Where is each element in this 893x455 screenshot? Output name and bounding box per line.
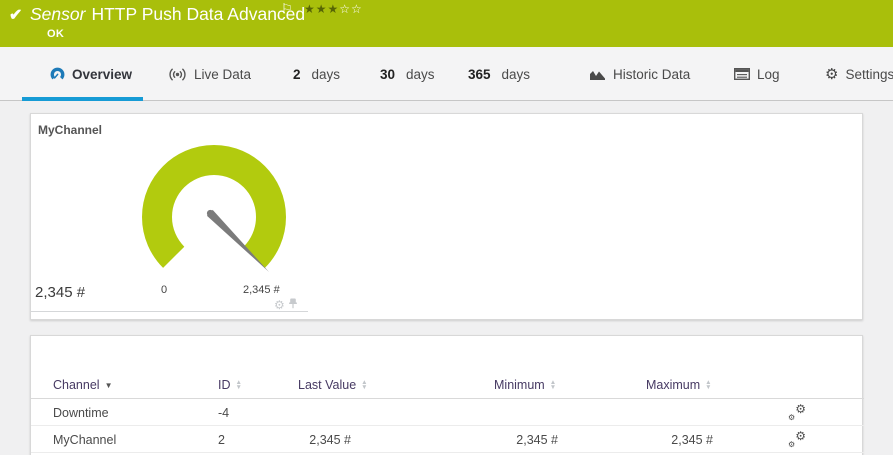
priority-stars-empty: ☆☆ bbox=[339, 2, 363, 16]
table-row: MyChannel 2 2,345 # 2,345 # 2,345 # ⚙ ⚙ bbox=[31, 426, 864, 453]
tab-settings[interactable]: ⚙ Settings bbox=[825, 47, 893, 101]
broadcast-icon bbox=[168, 67, 187, 82]
priority-stars[interactable]: ★★★☆☆ bbox=[304, 2, 363, 16]
active-tab-underline bbox=[22, 97, 143, 101]
tab-label: Live Data bbox=[194, 66, 252, 82]
gauge-icon bbox=[50, 67, 65, 82]
tab-label: Log bbox=[757, 66, 780, 82]
sort-icon: ▲ ▼ bbox=[549, 379, 557, 391]
gauge-chart bbox=[142, 145, 286, 272]
sort-icon: ▲ ▼ bbox=[705, 379, 712, 391]
channel-settings-gears-icon[interactable]: ⚙ ⚙ bbox=[788, 428, 806, 449]
gauge-channel-title: MyChannel bbox=[38, 123, 103, 137]
cell-maximum bbox=[613, 399, 713, 426]
page-title: Sensor HTTP Push Data Advanced bbox=[30, 4, 305, 25]
gauge-needle-hub bbox=[206, 209, 214, 217]
log-list-icon bbox=[734, 68, 750, 80]
status-badge: OK bbox=[47, 28, 65, 40]
gauge-settings-gear-icon[interactable]: ⚙ bbox=[274, 298, 285, 312]
gauge-scale-max: 2,345 # bbox=[243, 284, 280, 296]
channel-table-panel: Channel ▼ ID ▲ ▼ Last Value ▲ ▼ Minimum ▲ ▼… bbox=[30, 335, 864, 455]
cell-minimum: 2,345 # bbox=[516, 432, 558, 447]
flag-icon[interactable]: ⚐ bbox=[281, 1, 293, 16]
cell-minimum bbox=[458, 399, 558, 426]
gauge-scale-min: 0 bbox=[161, 284, 168, 296]
tab-label: days bbox=[406, 66, 435, 82]
table-row: Downtime -4 ⚙ ⚙ bbox=[31, 399, 864, 426]
gear-icon: ⚙ bbox=[825, 65, 839, 83]
gauge-arc bbox=[142, 145, 286, 268]
tab-30-days[interactable]: 30 days bbox=[380, 47, 435, 101]
sensor-header: ✔ Sensor HTTP Push Data Advanced ⚐ ★★★☆☆ … bbox=[0, 0, 893, 47]
gauge-pin-icon[interactable] bbox=[288, 296, 298, 314]
tab-live-data[interactable]: Live Data bbox=[168, 47, 251, 101]
cell-maximum: 2,345 # bbox=[671, 432, 713, 447]
cell-channel-name[interactable]: Downtime bbox=[53, 405, 109, 420]
status-ok-check-icon: ✔ bbox=[9, 7, 23, 24]
tab-overview[interactable]: Overview bbox=[50, 47, 132, 101]
column-header-maximum[interactable]: Maximum ▲ ▼ bbox=[646, 378, 712, 392]
tab-log[interactable]: Log bbox=[734, 47, 780, 101]
tab-bar: Overview Live Data 2 days 30 days bbox=[0, 47, 893, 101]
sort-icon: ▲ ▼ bbox=[361, 379, 368, 391]
gauge-toolbar: ⚙ bbox=[274, 296, 298, 314]
tab-historic-data[interactable]: Historic Data bbox=[589, 47, 690, 101]
area-chart-icon bbox=[589, 68, 606, 81]
cell-last-value: 2,345 # bbox=[309, 432, 351, 447]
tab-2-days[interactable]: 2 days bbox=[293, 47, 340, 101]
sort-desc-icon: ▼ bbox=[104, 380, 113, 390]
column-header-minimum[interactable]: Minimum ▲ ▼ bbox=[494, 378, 557, 392]
column-header-id[interactable]: ID ▲ ▼ bbox=[218, 378, 242, 392]
sort-icon: ▲ ▼ bbox=[235, 379, 242, 391]
sensor-type-label: Sensor bbox=[30, 4, 86, 24]
tab-number: 2 bbox=[293, 66, 301, 82]
tab-label: Historic Data bbox=[613, 66, 691, 82]
channel-settings-gears-icon[interactable]: ⚙ ⚙ bbox=[788, 401, 806, 422]
cell-channel-id: 2 bbox=[218, 432, 225, 447]
tab-label: days bbox=[311, 66, 341, 82]
overview-gauge-panel: MyChannel 2,345 # 0 2,345 # ⚙ bbox=[30, 113, 863, 320]
sensor-name: HTTP Push Data Advanced bbox=[91, 4, 306, 24]
tab-365-days[interactable]: 365 days bbox=[468, 47, 530, 101]
column-header-last-value[interactable]: Last Value ▲ ▼ bbox=[298, 378, 368, 392]
tab-number: 30 bbox=[380, 66, 396, 82]
cell-channel-id: -4 bbox=[218, 405, 230, 420]
tab-label: Settings bbox=[845, 66, 893, 82]
gauge-current-value: 2,345 # bbox=[35, 284, 86, 301]
cell-last-value bbox=[251, 399, 351, 426]
tab-label: days bbox=[501, 66, 531, 82]
tab-number: 365 bbox=[468, 66, 491, 82]
priority-stars-filled: ★★★ bbox=[304, 2, 340, 16]
gauge-needle bbox=[206, 209, 269, 272]
gauge-widget-divider bbox=[31, 311, 308, 312]
column-header-channel[interactable]: Channel ▼ bbox=[53, 378, 113, 392]
table-header-row: Channel ▼ ID ▲ ▼ Last Value ▲ ▼ Minimum ▲ ▼… bbox=[31, 372, 864, 399]
cell-channel-name[interactable]: MyChannel bbox=[53, 432, 117, 447]
tab-label: Overview bbox=[72, 66, 133, 82]
